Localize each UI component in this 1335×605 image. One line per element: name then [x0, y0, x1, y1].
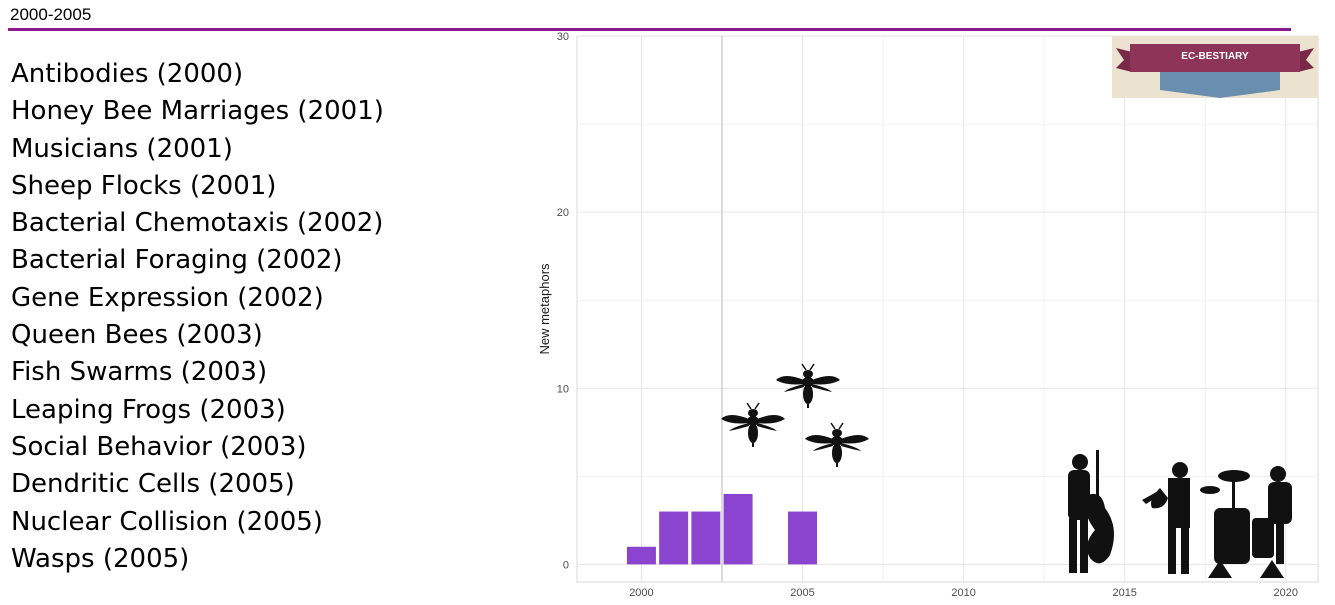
metaphor-item: Sheep Flocks (2001): [11, 170, 277, 201]
metaphor-item: Musicians (2001): [11, 133, 233, 164]
saxophonist-icon: [1142, 462, 1190, 574]
y-tick-label: 10: [557, 383, 569, 395]
metaphor-item: Gene Expression (2002): [11, 282, 324, 313]
x-tick-label: 2015: [1112, 587, 1136, 599]
metaphor-item: Leaping Frogs (2003): [11, 394, 286, 425]
y-tick-label: 30: [557, 31, 569, 43]
bass-player-icon: [1068, 450, 1114, 573]
drummer-icon: [1200, 466, 1292, 578]
metaphor-item: Antibodies (2000): [11, 59, 244, 89]
x-tick-label: 2005: [790, 587, 814, 599]
bar-chart: 2000 2005 2010 2015 2020 0 10 20 30 New metaphor…: [537, 31, 1319, 599]
x-tick-label: 2020: [1274, 587, 1298, 599]
bar: [659, 511, 689, 565]
bar: [626, 546, 656, 565]
y-tick-label: 0: [563, 559, 569, 571]
metaphor-item: Queen Bees (2003): [11, 320, 263, 351]
grid-layer: [576, 35, 1319, 583]
metaphor-item: Bacterial Chemotaxis (2002): [11, 208, 384, 239]
metaphor-item: Dendritic Cells (2005): [11, 469, 295, 500]
wasp-icon: [720, 402, 786, 448]
bar: [691, 511, 721, 565]
header-divider: [8, 28, 1291, 31]
metaphor-item: Fish Swarms (2003): [11, 357, 268, 388]
tick-layer: 2000 2005 2010 2015 2020 0 10 20 30: [557, 31, 1298, 599]
metaphor-list: Antibodies (2000) Honey Bee Marriages (20…: [11, 56, 384, 578]
x-tick-label: 2010: [951, 587, 975, 599]
y-axis-label: New metaphors: [537, 263, 552, 355]
plot-panel: [576, 35, 1319, 583]
bar-layer: [626, 493, 818, 565]
metaphor-item: Wasps (2005): [11, 543, 190, 574]
metaphor-item: Bacterial Foraging (2002): [11, 245, 343, 276]
metaphor-item: Honey Bee Marriages (2001): [11, 96, 384, 127]
y-tick-label: 20: [557, 207, 569, 219]
ec-bestiary-logo: EC-BESTIARY: [1112, 36, 1318, 98]
page-title: 2000-2005: [10, 5, 92, 24]
bar: [723, 493, 753, 565]
wasp-icon: [804, 422, 870, 468]
wasp-icon: [775, 363, 841, 409]
x-tick-label: 2000: [629, 587, 653, 599]
logo-title: EC-BESTIARY: [1181, 51, 1249, 62]
chart-container: 2000 2005 2010 2015 2020 0 10 20 30 New metaphor…: [520, 30, 1335, 600]
metaphor-item: Social Behavior (2003): [11, 431, 307, 462]
bar: [788, 511, 818, 565]
metaphor-item: Nuclear Collision (2005): [11, 506, 323, 537]
